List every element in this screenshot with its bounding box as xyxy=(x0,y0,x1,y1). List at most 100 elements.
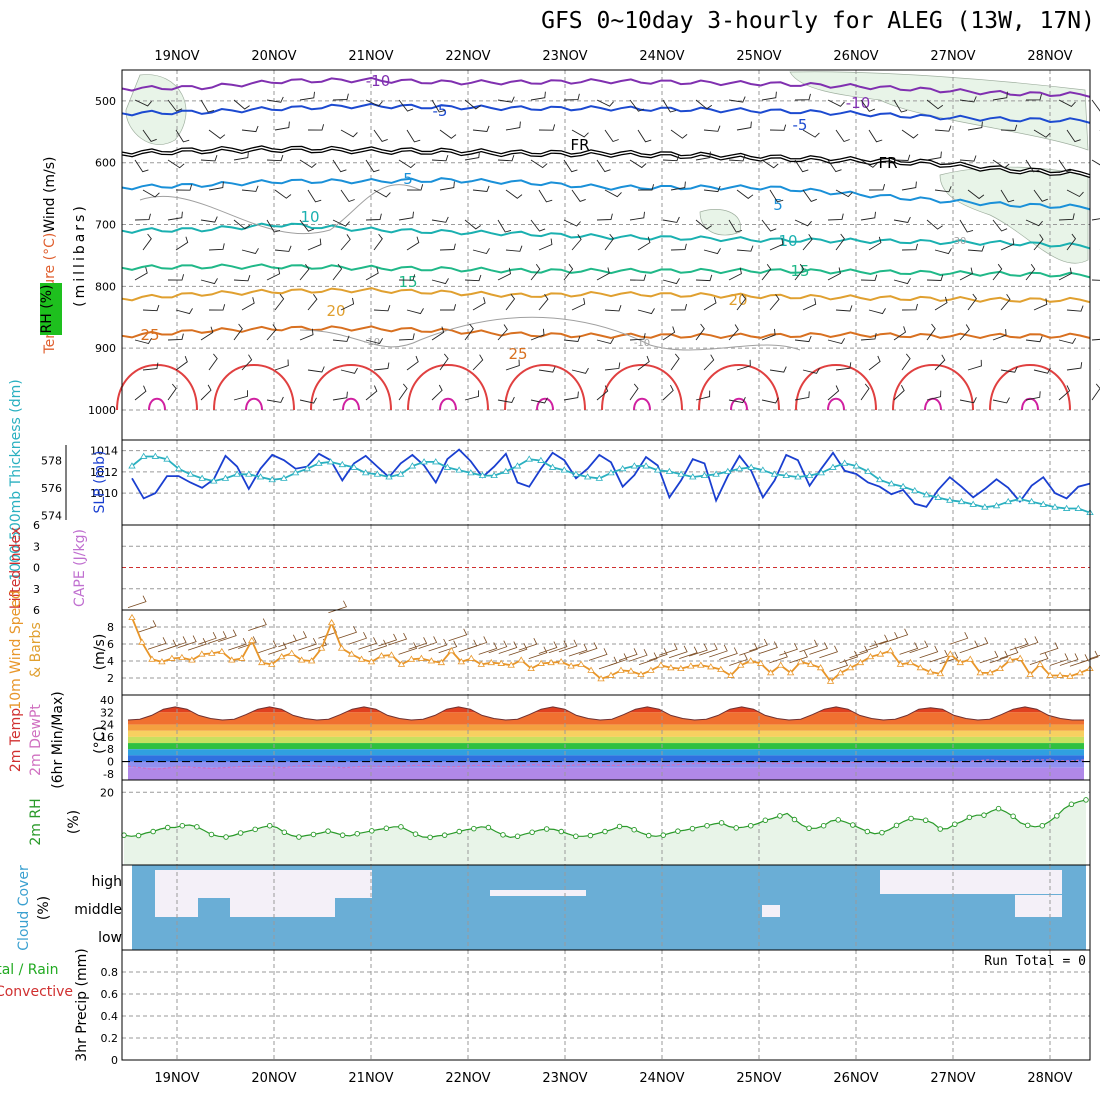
slp-tick-label: 1014 xyxy=(90,445,118,458)
wind10-point xyxy=(776,661,785,668)
wind10-point xyxy=(517,656,525,663)
thickness-point xyxy=(665,467,674,474)
temp-line xyxy=(127,706,1084,721)
wind-tick-label: 6 xyxy=(107,638,114,651)
wind10-barb xyxy=(929,649,949,663)
wind10-point xyxy=(467,654,475,661)
wind-barb xyxy=(274,189,292,199)
wind-barb xyxy=(208,181,224,191)
wind-barb xyxy=(827,267,841,281)
thickness-point xyxy=(198,474,206,481)
wind10-point xyxy=(387,651,396,658)
isotherm-label: 30 xyxy=(954,236,967,247)
wind-barb xyxy=(662,216,680,223)
wind10-barb xyxy=(578,642,598,655)
wind-barb xyxy=(794,93,811,101)
rh-point xyxy=(252,826,258,833)
wind-barb xyxy=(901,353,911,371)
wind-barb xyxy=(365,267,379,281)
date-label-top: 20NOV xyxy=(251,49,296,64)
cloud-level-label: high xyxy=(91,874,122,890)
thickness-point xyxy=(525,455,533,462)
thickness-point xyxy=(490,471,498,479)
cloud-gap xyxy=(155,895,198,917)
temp-tick-label: -8 xyxy=(103,768,114,781)
wind-barb xyxy=(530,159,548,169)
wind-barb xyxy=(893,154,911,161)
wind-barb xyxy=(1058,159,1073,173)
temp-band xyxy=(128,767,1084,780)
wind10-point xyxy=(796,658,805,665)
wind10-barb xyxy=(1009,637,1029,651)
wind-barb xyxy=(307,189,322,203)
wind-barb xyxy=(1058,99,1076,107)
wind10-point xyxy=(976,669,984,676)
wind10-barb xyxy=(1019,636,1039,649)
wind10-barb xyxy=(618,648,638,661)
wind-barb xyxy=(596,213,613,221)
date-label-bottom: 22NOV xyxy=(445,1071,490,1086)
wind10-barb xyxy=(789,650,808,664)
wind-barb xyxy=(142,304,160,312)
rh-point xyxy=(223,834,229,840)
wind10-barb xyxy=(147,637,167,650)
wind10-point xyxy=(487,658,495,666)
thickness-point xyxy=(373,470,382,477)
wind-barb xyxy=(959,267,973,281)
wind-barb xyxy=(274,359,289,371)
wind-barb xyxy=(373,362,390,371)
wind-barb xyxy=(860,274,878,281)
wind-barb xyxy=(431,278,449,285)
wind10-barb xyxy=(689,643,708,657)
wind-tick-label: 8 xyxy=(107,621,114,634)
wind-barb xyxy=(142,129,157,142)
wind-barb xyxy=(1091,383,1100,401)
rh-point xyxy=(194,824,200,830)
precip-tick-label: 0.4 xyxy=(101,1010,119,1023)
wind-barb xyxy=(1058,385,1071,401)
wind-barb xyxy=(703,248,721,255)
panel-frame-upper xyxy=(121,69,1091,441)
wind10-point xyxy=(786,669,795,676)
wind10-barb xyxy=(198,632,217,645)
wind-barb xyxy=(736,245,754,252)
date-label-bottom: 26NOV xyxy=(833,1071,878,1086)
isotherm-label: 20 xyxy=(326,302,345,320)
wind-barb xyxy=(794,219,812,227)
wind10-point xyxy=(557,658,565,665)
wind-tick-label: 2 xyxy=(107,672,114,685)
rh-point xyxy=(500,832,506,838)
wind-barb xyxy=(1025,263,1036,281)
wind-barb xyxy=(827,99,845,107)
thickness-point xyxy=(852,462,861,469)
wind10-point xyxy=(128,613,136,621)
wind10-point xyxy=(1036,660,1044,667)
wind-barb xyxy=(1025,391,1041,401)
warm-contour-inner xyxy=(245,397,263,411)
wind10-barb xyxy=(368,639,388,653)
wind10-point xyxy=(527,664,535,672)
wind-barb xyxy=(472,185,490,192)
rh-point xyxy=(383,825,390,832)
thickness-point xyxy=(432,458,440,465)
wind10-barb xyxy=(709,644,728,658)
wind-barb xyxy=(1091,218,1100,221)
wind-barb xyxy=(365,385,378,401)
wind-barb xyxy=(794,159,809,173)
rh-point xyxy=(733,825,739,831)
wind-barb xyxy=(571,189,586,202)
thickness-point xyxy=(864,467,872,474)
wind-barb xyxy=(266,267,281,281)
wind-barb xyxy=(967,293,977,311)
date-label-top: 23NOV xyxy=(542,49,587,64)
rh-point xyxy=(748,822,754,829)
rh-point xyxy=(237,830,244,836)
thickness-point xyxy=(981,503,989,510)
slp-tick-label: 1010 xyxy=(90,487,118,500)
wind-barb xyxy=(695,151,711,161)
wind10-point xyxy=(756,659,765,666)
wind10-barb xyxy=(508,643,528,656)
wind-barb xyxy=(769,238,784,251)
wind-barb xyxy=(860,159,878,168)
wind-barb xyxy=(959,397,977,404)
